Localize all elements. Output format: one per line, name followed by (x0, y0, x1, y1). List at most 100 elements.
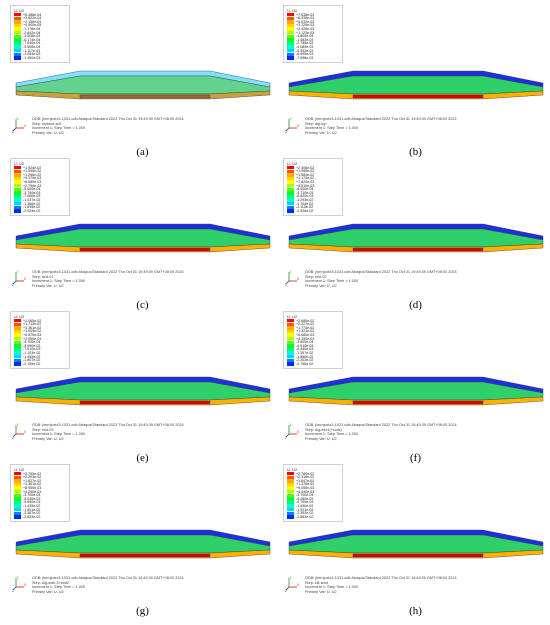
legend-value: -2.024e-02 (23, 208, 41, 213)
legend-value: -7.840e-04 (23, 41, 41, 46)
legend-entry: -1.455e-02 (14, 355, 68, 359)
legend-entry: +1.009e-02 (14, 329, 68, 333)
legend-swatch (14, 187, 21, 191)
contour-legend: U, U2 +1.924e-02 +1.595e-02 +1.266e-02 +9.3… (10, 158, 70, 216)
legend-value: -2.842e-04 (23, 30, 41, 35)
legend-entry: +6.570e-03 (14, 333, 68, 337)
legend-swatch (287, 184, 294, 188)
legend-entry: -5.080e-03 (287, 496, 341, 501)
legend-swatch (287, 340, 294, 344)
primary-var-line: Primary Var: U, U2 (32, 589, 64, 594)
contour-legend: U, U2 +2.680e-02 +2.227e-02 +1.774e-02 +1.3… (283, 311, 343, 369)
legend-swatch (287, 493, 294, 497)
legend-swatch (287, 508, 294, 512)
odb-info: ODB: jlmrnjoxtx3-1031.odb Abaqus/Standar… (32, 117, 184, 135)
legend-value: +3.822e-04 (23, 16, 42, 21)
legend-swatch (287, 347, 294, 352)
legend-value: -1.397e-02 (296, 350, 314, 355)
axis-triad-icon: Y X Z (12, 423, 26, 439)
legend-value: -5.080e-03 (296, 496, 314, 501)
legend-entry: -9.790e-03 (287, 500, 341, 505)
odb-line: ODB: jlmrnjoxtx3-1031.odb Abaqus/Standar… (305, 423, 457, 427)
legend-entry: -8.820e-03 (287, 194, 341, 198)
legend-swatch (287, 20, 294, 24)
legend-entry: -1.450e-03 (14, 56, 68, 60)
primary-var-line: Primary Var: U, U2 (305, 589, 337, 594)
legend-entry: +1.847e-02 (287, 479, 341, 483)
legend-swatch (14, 479, 21, 483)
legend-entry: -3.990e-03 (14, 344, 68, 348)
increment-line: Increment 1: Step Time = 1.000 (32, 279, 86, 284)
legend-value: +6.335e-03 (296, 16, 315, 21)
legend-value: +7.638e-03 (296, 12, 315, 17)
legend-entry: -5.392e-03 (287, 49, 341, 53)
odb-line: ODB: jlmrnjoxtx3-1031.odb Abaqus/Standar… (32, 423, 184, 427)
legend-entry: -1.800e-04 (287, 34, 341, 38)
odb-info: ODB: jlmrnjoxtx3-1031.odb Abaqus/Standar… (305, 117, 457, 135)
legend-swatch (287, 202, 294, 206)
legend-value: -2.863e-02 (296, 514, 314, 519)
contour-legend: U, U2 +2.065e-02 +1.713e-02 +1.361e-02 +1.0… (10, 311, 70, 369)
result-panel: U, U2 +2.759e-02 +2.293e-02 +1.827e-02 +1.3… (10, 464, 275, 619)
legend-entry: +1.123e-03 (287, 31, 341, 35)
legend-swatch (14, 198, 21, 202)
axis-y-label: Y (290, 117, 293, 121)
contour-legend: U, U2 +2.789e-02 +2.318e-02 +1.847e-02 +1.3… (283, 464, 343, 522)
legend-value: -3.700e-04 (23, 493, 41, 498)
legend-value: +1.266e-02 (23, 172, 42, 177)
legend-value: -3.800e-04 (296, 340, 314, 345)
legend-value: -9.790e-03 (296, 500, 314, 505)
step-line: Step: kill-strut (305, 580, 328, 585)
legend-value: -3.790e-03 (23, 190, 41, 195)
legend-value: -5.030e-03 (23, 496, 41, 501)
result-panel: U, U2 +1.924e-02 +1.595e-02 +1.266e-02 +9.3… (10, 158, 275, 313)
legend-value: +2.318e-02 (296, 475, 315, 480)
legend-swatch (287, 333, 294, 337)
legend-value: -1.293e-02 (296, 197, 314, 202)
axis-x-label: X (24, 583, 26, 587)
axis-z-label: Z (12, 436, 14, 439)
legend-value: -7.998e-03 (296, 55, 314, 60)
increment-line: Increment 1: Step Time = 1.000 (305, 585, 359, 590)
legend-swatch (287, 13, 294, 17)
legend-swatch (14, 52, 21, 56)
legend-value: +8.680e-03 (296, 332, 315, 337)
legend-value: -2.392e-02 (296, 511, 314, 516)
legend-swatch (287, 511, 294, 515)
legend-entry: -6.695e-03 (287, 52, 341, 56)
legend-value: +1.361e-02 (23, 482, 42, 487)
step-line: Step: dig-mid1(+soils) (305, 427, 342, 432)
legend-swatch (14, 205, 21, 209)
legend-title: U, U2 (287, 8, 298, 13)
legend-value: +4.340e-03 (296, 489, 315, 494)
legend-swatch (287, 45, 294, 49)
legend-entry: +1.321e-02 (287, 329, 341, 333)
increment-line: Increment 1: Step Time = 1.000 (32, 585, 86, 590)
legend-entry: -1.695e-02 (14, 205, 68, 209)
legend-swatch (14, 31, 21, 35)
legend-value: +7.620e-03 (296, 179, 315, 184)
legend-entry: -1.850e-02 (287, 355, 341, 359)
step-line: Step: mid-02 (305, 274, 327, 279)
legend-value: -1.807e-02 (23, 358, 41, 363)
legend-title: U, U2 (287, 314, 298, 319)
legend-swatch (14, 337, 21, 341)
axis-triad-icon: Y X Z (12, 576, 26, 592)
step-line: Step: mid-03 (32, 427, 54, 432)
legend-entry: -3.700e-04 (287, 493, 341, 497)
legend-entry: +1.924e-02 (14, 166, 68, 170)
legend-swatch (287, 362, 294, 366)
legend-swatch (14, 166, 21, 170)
beam-core-band (79, 247, 211, 252)
legend-swatch (14, 13, 21, 17)
legend-swatch (14, 191, 21, 195)
legend-value: -1.284e-03 (23, 52, 41, 57)
panel-label: (d) (409, 299, 422, 311)
legend-swatch (14, 351, 21, 355)
legend-value: -2.159e-02 (23, 361, 41, 366)
legend-swatch (14, 475, 21, 479)
primary-var-line: Primary Var: U, U2 (305, 130, 337, 135)
legend-entry: -7.510e-03 (14, 347, 68, 351)
axis-y-label: Y (17, 576, 20, 580)
axis-triad-icon: Y X Z (285, 576, 299, 592)
